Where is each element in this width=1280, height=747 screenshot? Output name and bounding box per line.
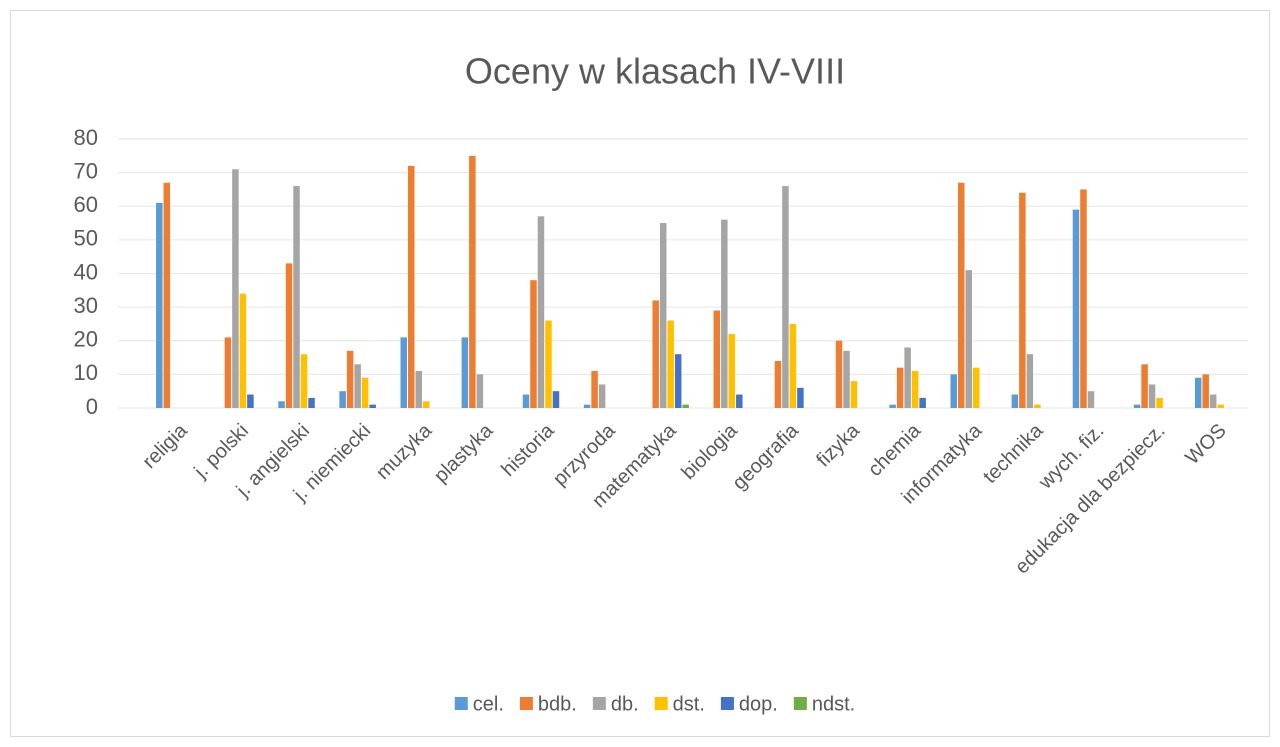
legend-label: cel. bbox=[473, 693, 504, 715]
bar bbox=[232, 169, 239, 408]
bar bbox=[728, 334, 736, 408]
bar bbox=[285, 263, 293, 408]
bar bbox=[1026, 354, 1034, 408]
bar bbox=[713, 310, 721, 408]
chart-title: Oceny w klasach IV-VIII bbox=[465, 51, 845, 92]
bar bbox=[896, 367, 904, 408]
bar bbox=[361, 377, 369, 408]
bar bbox=[598, 384, 606, 408]
bar bbox=[1133, 404, 1141, 408]
bar bbox=[904, 347, 911, 408]
bar bbox=[408, 165, 415, 408]
legend-swatch bbox=[720, 697, 734, 710]
bar bbox=[958, 182, 965, 408]
bar bbox=[1019, 192, 1026, 408]
bar bbox=[423, 401, 430, 408]
bar bbox=[736, 394, 743, 408]
bar bbox=[461, 337, 469, 408]
legend-label: db. bbox=[611, 693, 639, 715]
bar bbox=[1217, 404, 1224, 408]
bar bbox=[919, 397, 926, 408]
bar bbox=[973, 367, 980, 408]
bar bbox=[1194, 377, 1202, 408]
bar bbox=[889, 404, 896, 408]
bar bbox=[308, 397, 315, 408]
y-tick-label: 10 bbox=[74, 360, 98, 385]
bar bbox=[522, 394, 530, 408]
bar bbox=[1141, 364, 1148, 408]
bar bbox=[674, 354, 682, 408]
bar bbox=[163, 182, 171, 408]
bar bbox=[1087, 391, 1095, 408]
bar bbox=[300, 354, 308, 408]
bar bbox=[369, 404, 376, 408]
bar bbox=[782, 186, 789, 408]
legend-label: bdb. bbox=[538, 693, 577, 715]
bar bbox=[1209, 394, 1217, 408]
y-tick-label: 30 bbox=[74, 293, 98, 318]
bar bbox=[1156, 397, 1163, 408]
bar bbox=[346, 350, 354, 408]
bar bbox=[339, 391, 346, 408]
bar bbox=[835, 340, 843, 408]
bar bbox=[1072, 209, 1080, 408]
bar bbox=[537, 216, 545, 408]
y-tick-label: 0 bbox=[86, 394, 98, 419]
legend-swatch bbox=[592, 697, 606, 710]
bar bbox=[667, 320, 674, 408]
bar bbox=[552, 391, 560, 408]
bar bbox=[239, 293, 247, 408]
legend-swatch bbox=[793, 697, 807, 710]
bar bbox=[156, 202, 163, 408]
bar bbox=[469, 155, 476, 408]
y-tick-label: 60 bbox=[74, 192, 98, 217]
bar bbox=[224, 337, 232, 408]
bar bbox=[476, 374, 484, 408]
chart-frame bbox=[10, 10, 1270, 737]
y-tick-label: 50 bbox=[74, 226, 98, 251]
bar bbox=[850, 381, 858, 408]
legend-swatch bbox=[519, 697, 533, 710]
bar bbox=[278, 401, 285, 408]
bar bbox=[659, 223, 667, 408]
bar bbox=[774, 360, 782, 408]
y-tick-label: 70 bbox=[74, 158, 98, 183]
bar bbox=[1202, 374, 1209, 408]
y-tick-label: 20 bbox=[74, 327, 98, 352]
bar bbox=[1148, 384, 1156, 408]
bar bbox=[293, 186, 300, 408]
bar bbox=[591, 371, 598, 408]
bar bbox=[530, 280, 537, 408]
legend-swatch bbox=[654, 697, 668, 710]
bar bbox=[1034, 404, 1041, 408]
bar bbox=[415, 371, 422, 408]
bar bbox=[247, 394, 254, 408]
bar bbox=[721, 219, 728, 408]
bar bbox=[652, 300, 659, 408]
bar bbox=[682, 404, 689, 408]
legend-swatch bbox=[454, 697, 468, 710]
legend-label: dst. bbox=[673, 693, 705, 715]
y-tick-label: 40 bbox=[74, 259, 98, 284]
bar bbox=[843, 350, 850, 408]
bar bbox=[797, 387, 804, 408]
y-tick-label: 80 bbox=[74, 125, 98, 150]
bar bbox=[354, 364, 361, 408]
bar bbox=[950, 374, 957, 408]
bar bbox=[911, 371, 919, 408]
bar bbox=[545, 320, 552, 408]
legend-label: dop. bbox=[739, 693, 778, 715]
bar bbox=[1011, 394, 1019, 408]
bar bbox=[583, 404, 591, 408]
bar bbox=[789, 323, 797, 408]
legend-label: ndst. bbox=[812, 693, 855, 715]
bar bbox=[400, 337, 407, 408]
bar bbox=[1080, 189, 1087, 408]
bar bbox=[965, 270, 972, 408]
